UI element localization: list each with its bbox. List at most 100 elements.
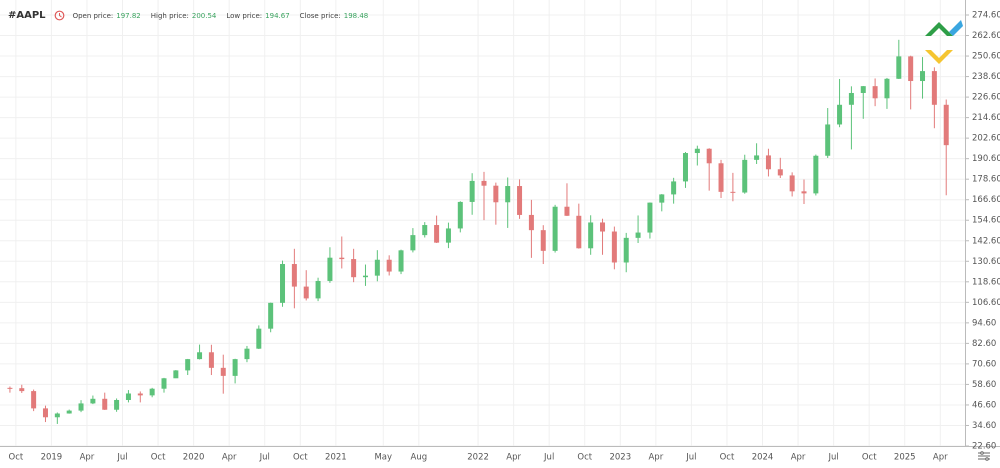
y-tick-label: 190.60 (972, 154, 1000, 164)
candle-body (848, 92, 854, 105)
axes: 22.60 34.60 46.60 58.60 70.60 82.60 94.60 106.6… (9, 11, 1000, 463)
x-tick-label: 2024 (752, 453, 774, 463)
candle-body (694, 148, 700, 154)
candle-body (102, 398, 108, 410)
candle-body (54, 413, 60, 418)
y-tick-label: 70.60 (972, 359, 996, 369)
candle-body (244, 348, 250, 360)
field-value: 200.54 (191, 11, 217, 20)
candle-body (623, 237, 629, 263)
header: #AAPL Open price: 197.82 High price: 200.5… (8, 10, 378, 21)
candle-body (351, 259, 357, 278)
x-tick-label: Jul (259, 453, 270, 463)
candle-body (125, 393, 131, 400)
candle-body (149, 388, 155, 396)
candle-body (789, 175, 795, 192)
candle-body (837, 104, 843, 125)
candle-body (362, 275, 368, 278)
y-tick-label: 154.60 (972, 216, 1000, 226)
candle-body (434, 225, 440, 243)
candle-body (552, 206, 558, 251)
candle-body (884, 78, 890, 99)
candle-body (564, 206, 570, 216)
candle-body (185, 359, 191, 371)
candle-body (825, 124, 831, 156)
candle-body (7, 387, 13, 389)
x-tick-label: 2023 (609, 453, 631, 463)
x-tick-label: 2019 (41, 453, 63, 463)
y-tick-label: 58.60 (972, 380, 996, 390)
x-tick-label: Apr (933, 453, 948, 463)
field-label: High price: (150, 11, 189, 20)
x-tick-label: Jul (685, 453, 696, 463)
candle-body (682, 153, 688, 182)
candle-body (445, 228, 451, 243)
candle-body (813, 155, 819, 194)
candle-body (280, 264, 286, 303)
candle-body (896, 56, 902, 79)
candle-body (386, 259, 392, 272)
candle-body (19, 388, 25, 392)
price-field: Close price: 198.48 (300, 12, 369, 20)
candle-body (718, 163, 724, 192)
y-tick-label: 214.60 (972, 113, 1000, 123)
candle-body (659, 194, 665, 203)
y-tick-label: 94.60 (972, 318, 996, 328)
field-value: 198.48 (343, 11, 369, 20)
x-tick-label: Aug (411, 453, 428, 463)
x-tick-label: Oct (151, 453, 166, 463)
x-tick-label: Jul (827, 453, 838, 463)
candle-body (517, 186, 523, 215)
candle-body (481, 180, 487, 186)
x-tick-label: Apr (648, 453, 663, 463)
field-value: 197.82 (116, 11, 141, 20)
candle-body (327, 257, 333, 281)
candle-body (66, 410, 72, 414)
candle-body (754, 155, 760, 160)
candle-body (505, 186, 511, 203)
candle-body (493, 185, 499, 203)
candle-body (410, 235, 416, 251)
candle-body (730, 191, 736, 193)
logo-top (925, 22, 953, 36)
y-tick-label: 178.60 (972, 175, 1000, 185)
x-tick-label: 2025 (894, 453, 916, 463)
x-tick-label: Apr (222, 453, 237, 463)
candle-body (931, 71, 937, 105)
settings-icon[interactable] (978, 451, 990, 461)
candle-body (635, 232, 641, 238)
candle-body (600, 222, 606, 232)
clock-icon[interactable] (54, 10, 65, 21)
y-tick-label: 106.60 (972, 298, 1000, 308)
y-tick-label: 82.60 (972, 339, 996, 349)
price-field: High price: 200.54 (151, 12, 217, 20)
y-tick-label: 262.60 (972, 31, 1000, 41)
candle-body (742, 159, 748, 193)
x-tick-label: 2021 (325, 453, 347, 463)
field-label: Close price: (299, 11, 341, 20)
price-field: Open price: 197.82 (73, 12, 141, 20)
candle-body (777, 169, 783, 176)
x-tick-label: Jul (543, 453, 554, 463)
candle-body (706, 148, 712, 164)
candle-body (801, 191, 807, 194)
x-tick-label: Oct (862, 453, 877, 463)
field-value: 194.67 (265, 11, 290, 20)
candle-body (374, 259, 380, 276)
candle-body (137, 393, 143, 396)
candle-body (671, 181, 677, 195)
candle-body (161, 378, 167, 389)
candle-body (422, 225, 428, 236)
candle-body (528, 214, 534, 231)
candle-body (208, 352, 214, 368)
y-tick-label: 22.60 (972, 442, 996, 452)
candle-body (469, 180, 475, 202)
x-tick-label: Apr (80, 453, 95, 463)
candle-body (611, 231, 617, 263)
x-tick-label: Apr (791, 453, 806, 463)
x-tick-label: May (374, 453, 392, 463)
candle-body (576, 215, 582, 249)
y-tick-label: 202.60 (972, 134, 1000, 144)
